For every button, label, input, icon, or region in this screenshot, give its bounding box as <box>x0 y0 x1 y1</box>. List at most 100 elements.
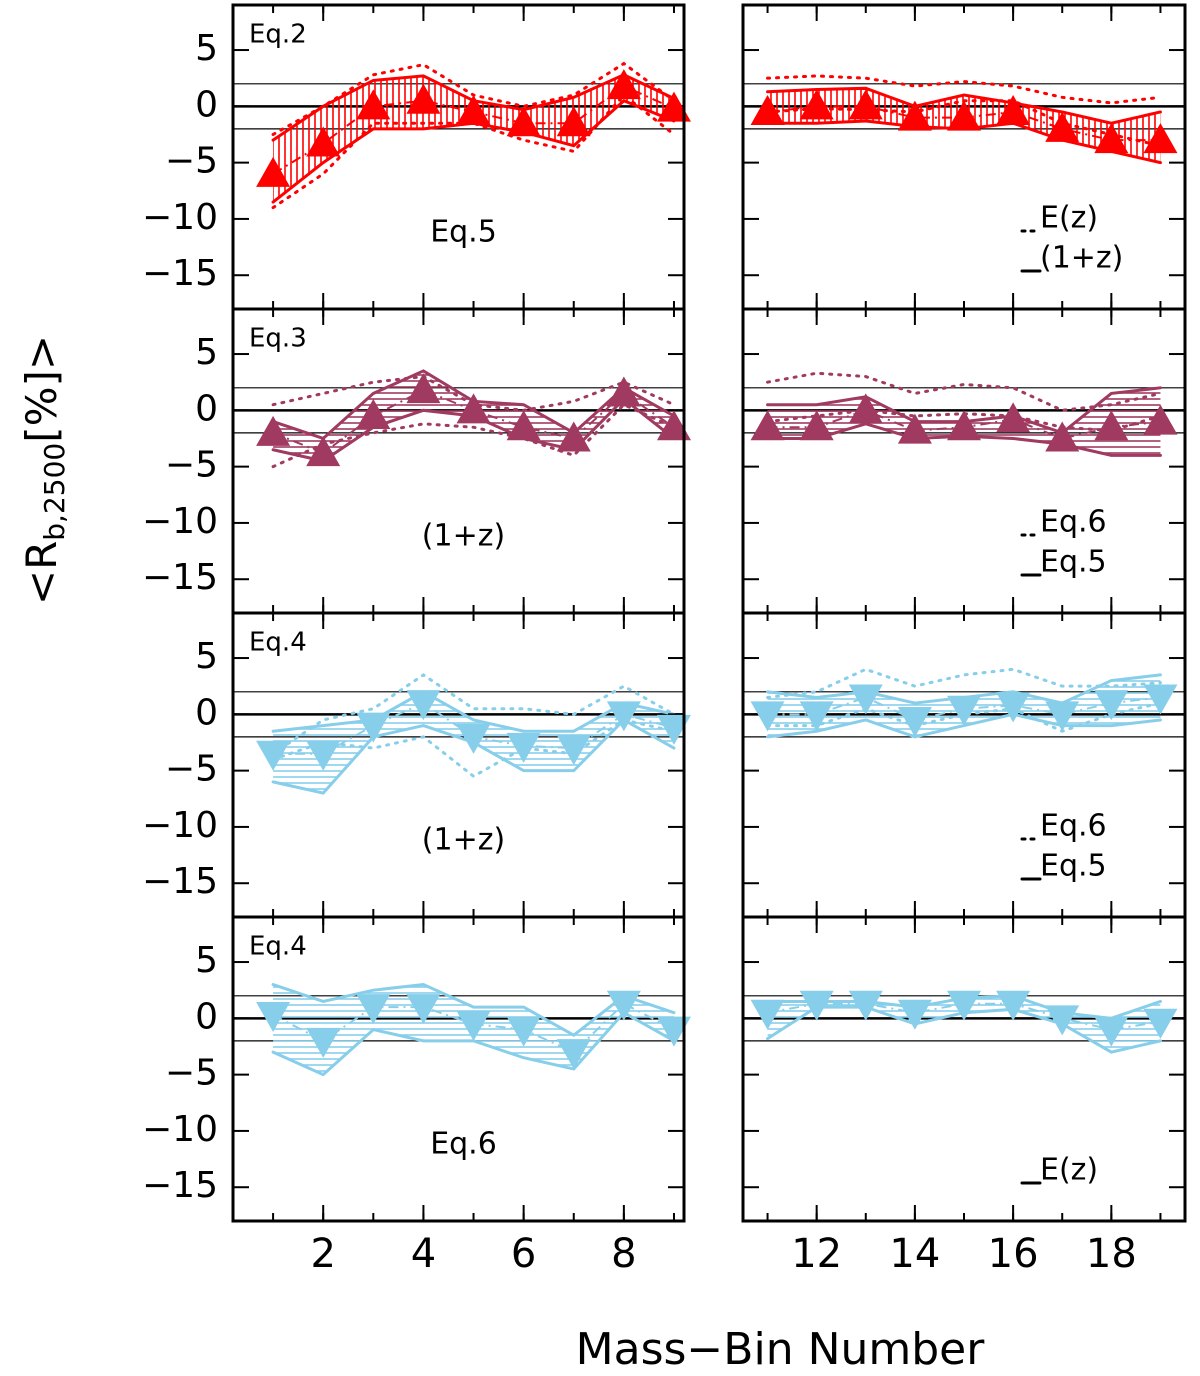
y-tick-label: −10 <box>142 501 218 542</box>
marker <box>556 735 591 766</box>
y-tick-label: 0 <box>195 84 218 125</box>
marker <box>996 990 1031 1021</box>
marker <box>256 740 291 771</box>
marker <box>656 410 691 441</box>
marker <box>1143 1008 1178 1039</box>
x-tick-label: 12 <box>791 1231 842 1277</box>
marker <box>406 994 441 1025</box>
y-tick-label: −5 <box>165 749 218 790</box>
marker <box>256 156 291 187</box>
marker <box>1094 1016 1129 1047</box>
plot-area <box>233 369 684 469</box>
marker <box>897 706 932 737</box>
marker <box>1045 1005 1080 1036</box>
marker <box>606 701 641 732</box>
marker <box>947 100 981 131</box>
panel-title: Eq.3 <box>249 324 307 354</box>
marker <box>897 413 932 444</box>
marker <box>656 1016 691 1047</box>
y-tick-label: −15 <box>142 1165 218 1206</box>
panel-frame <box>231 307 686 615</box>
marker <box>996 94 1031 125</box>
y-tick-label: 5 <box>195 28 218 69</box>
marker <box>506 410 541 441</box>
marker <box>506 106 541 137</box>
x-tick-label: 6 <box>511 1231 536 1277</box>
x-tick-label: 18 <box>1086 1231 1137 1277</box>
marker <box>799 410 834 441</box>
marker <box>947 990 981 1021</box>
band-upper-line <box>271 983 676 1038</box>
marker <box>556 421 591 452</box>
marker <box>406 373 441 404</box>
marker <box>406 690 441 721</box>
legend-label: Eq.6 <box>1040 809 1107 844</box>
marker <box>897 100 932 131</box>
band-lower-line <box>271 93 676 210</box>
band-upper-line <box>766 371 1162 412</box>
y-tick-label: −15 <box>142 861 218 902</box>
band-upper-line <box>271 673 676 756</box>
y-label-main: <R <box>17 541 66 605</box>
marker <box>947 410 981 441</box>
panel-frame <box>741 307 1187 615</box>
y-tick-label: −10 <box>142 1109 218 1150</box>
marker <box>1045 701 1080 732</box>
y-label-tail: [%]> <box>17 335 66 443</box>
x-axis-label: Mass−Bin Number <box>576 1324 986 1375</box>
y-label-sub: b,2500 <box>38 443 71 541</box>
y-tick-label: −15 <box>142 557 218 598</box>
marker <box>606 69 641 100</box>
marker <box>1045 111 1080 142</box>
marker <box>848 684 883 715</box>
y-tick-label: −10 <box>142 805 218 846</box>
marker <box>606 376 641 407</box>
legend-label: Eq.5 <box>1040 849 1107 884</box>
y-tick-label: −5 <box>165 141 218 182</box>
panel-title: Eq.2 <box>249 20 307 50</box>
marker <box>356 712 391 743</box>
y-tick-label: −10 <box>142 197 218 238</box>
panel-title: Eq.4 <box>249 628 307 658</box>
marker <box>750 410 785 441</box>
marker <box>506 1016 541 1047</box>
y-tick-label: 5 <box>195 636 218 677</box>
panel-frame <box>231 915 686 1223</box>
x-tick-label: 14 <box>889 1231 940 1277</box>
marker <box>306 740 341 771</box>
marker <box>1143 123 1178 154</box>
marker <box>506 732 541 763</box>
marker <box>799 89 834 120</box>
marker <box>947 695 981 726</box>
annotation: Eq.5 <box>430 215 497 250</box>
marker <box>996 692 1031 723</box>
marker <box>848 393 883 424</box>
marker <box>897 999 932 1030</box>
y-tick-label: 5 <box>195 332 218 373</box>
x-tick-label: 8 <box>611 1231 636 1277</box>
marker <box>406 83 441 114</box>
y-tick-label: 0 <box>195 388 218 429</box>
marker <box>1045 421 1080 452</box>
legend-label: (1+z) <box>1040 241 1123 276</box>
legend-label: E(z) <box>1040 1153 1098 1188</box>
marker <box>656 91 691 122</box>
band-upper-line <box>766 667 1162 699</box>
marker <box>356 398 391 429</box>
marker <box>356 994 391 1025</box>
marker <box>1143 684 1178 715</box>
marker <box>556 106 591 137</box>
marker <box>1094 410 1129 441</box>
band-upper-line <box>271 690 676 733</box>
band-upper-line <box>766 86 1162 125</box>
y-tick-label: −5 <box>165 445 218 486</box>
marker <box>456 94 491 125</box>
legend-label: Eq.5 <box>1040 545 1107 580</box>
y-axis-label: <Rb,2500[%]> <box>17 335 72 605</box>
x-tick-label: 4 <box>411 1231 436 1277</box>
y-tick-label: −5 <box>165 1053 218 1094</box>
marker <box>1143 404 1178 435</box>
annotation: Eq.6 <box>430 1127 497 1162</box>
y-tick-label: −15 <box>142 253 218 294</box>
